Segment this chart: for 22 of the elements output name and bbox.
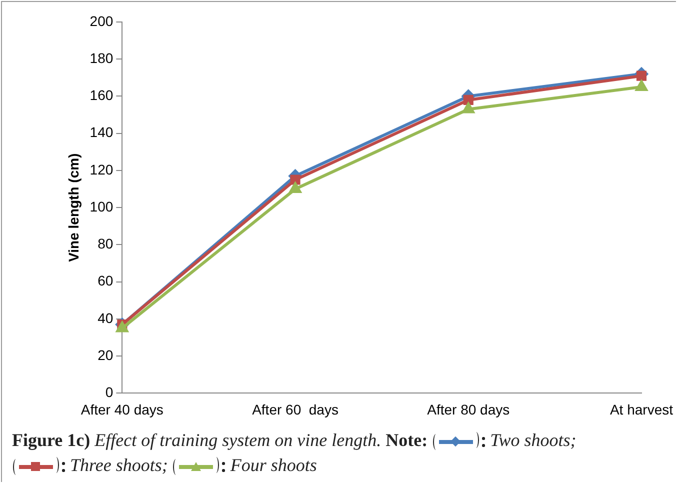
y-tick-label: 20	[98, 346, 114, 363]
x-tick-label: At harvest	[610, 401, 674, 418]
legend-title: Note:	[386, 430, 429, 450]
y-tick-label: 160	[90, 87, 114, 104]
y-tick-label: 40	[98, 310, 114, 326]
y-tick-label: 200	[90, 12, 114, 29]
legend-label: Four shoots	[213, 455, 317, 475]
y-tick-label: 0	[105, 384, 114, 400]
legend-label: Two shoots;	[473, 430, 576, 450]
text: Figure 1c)	[12, 430, 92, 450]
x-tick-label: After 40 days	[80, 401, 164, 418]
x-tick-label: After 80 days	[427, 401, 510, 418]
text: Effect of training system on vine length.	[94, 430, 382, 450]
y-tick-label: 120	[90, 161, 114, 178]
legend-label: Three shoots;	[53, 455, 168, 475]
y-tick-label: 80	[98, 236, 114, 252]
x-tick-label: After 60 days	[252, 401, 338, 418]
y-axis-title: Vine length (cm)	[65, 153, 82, 262]
y-tick-label: 60	[98, 272, 114, 289]
y-tick-label: 180	[90, 50, 114, 66]
y-tick-label: 140	[90, 124, 114, 140]
y-tick-label: 100	[90, 198, 114, 214]
